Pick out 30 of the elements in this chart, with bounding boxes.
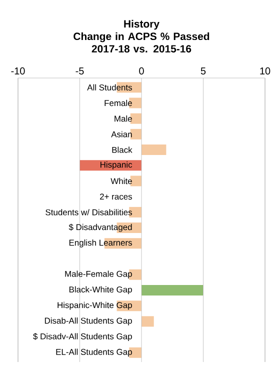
x-tick-label: -10 xyxy=(11,67,25,74)
y-tick-label: White xyxy=(110,178,132,184)
y-tick-label: Male xyxy=(114,115,132,122)
x-tick-label: -5 xyxy=(76,68,84,74)
chart-subtitle: Change in ACPS % Passed 2017-18 vs. 2015-16 xyxy=(74,32,210,53)
chart-title: History xyxy=(124,20,160,30)
y-tick-label: $ Disadv-All Students Gap xyxy=(33,333,132,342)
y-tick-label: Hispanic xyxy=(100,161,132,170)
y-tick-label: All Students xyxy=(87,84,132,90)
bar xyxy=(130,176,142,186)
y-tick-label: Students w/ Disabilities xyxy=(46,209,132,216)
bar xyxy=(142,316,154,327)
y-tick-label: 2+ races xyxy=(100,194,132,200)
x-tick-label: 0 xyxy=(139,67,144,74)
bar xyxy=(142,284,204,296)
y-tick-label: Male-Female Gap xyxy=(65,270,132,279)
y-tick-label: Black xyxy=(112,146,132,153)
y-tick-label: Black-White Gap xyxy=(69,286,132,294)
y-tick-label: Disab-All Students Gap xyxy=(44,317,132,326)
y-tick-label: English Learners xyxy=(69,239,132,248)
y-tick-label: Asian xyxy=(111,131,132,138)
bar xyxy=(130,113,142,124)
y-tick-label: Hispanic-White Gap xyxy=(58,302,132,310)
y-tick-label: Female xyxy=(104,100,132,106)
x-tick-label: 5 xyxy=(200,68,206,74)
bar xyxy=(142,144,166,156)
y-tick-label: EL-All Students Gap xyxy=(56,348,132,357)
x-tick-label: 10 xyxy=(260,67,270,74)
bar xyxy=(130,128,142,140)
y-tick-label: $ Disadvantaged xyxy=(68,224,132,232)
